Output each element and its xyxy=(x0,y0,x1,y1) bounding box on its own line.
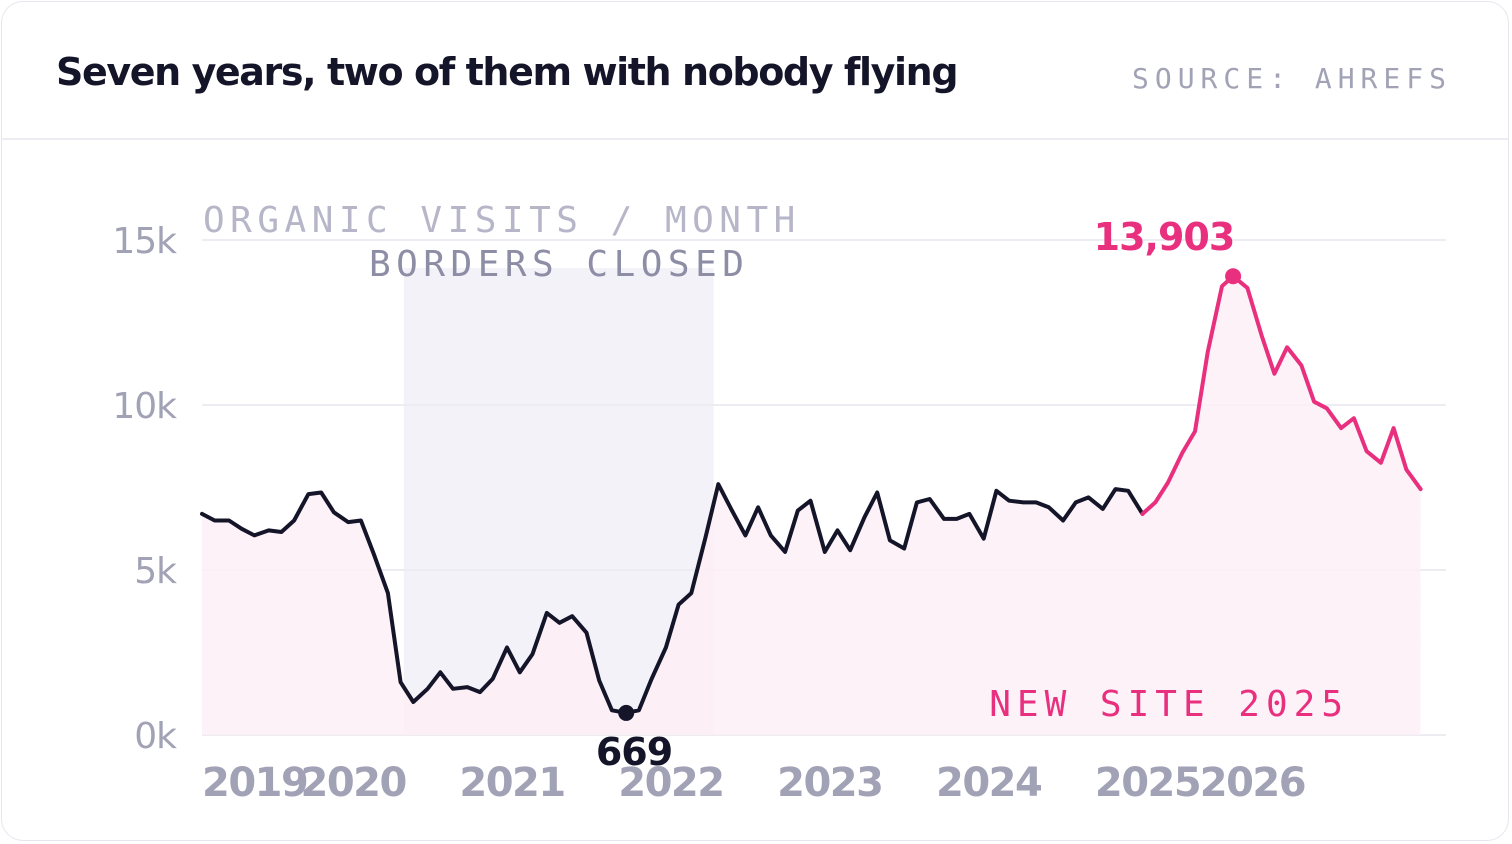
peak-value-label: 13,903 xyxy=(1094,215,1235,259)
card-header: Seven years, two of them with nobody fly… xyxy=(2,2,1508,140)
peak-marker xyxy=(1225,268,1242,285)
x-tick-label: 2026 xyxy=(1200,760,1305,806)
annotations: 13,903 669 xyxy=(596,215,1242,774)
x-tick-label: 2021 xyxy=(459,760,564,806)
trough-value-label: 669 xyxy=(596,730,672,774)
y-tick-label: 10k xyxy=(112,386,177,427)
y-tick-label: 5k xyxy=(134,551,177,592)
new-site-label: NEW SITE 2025 xyxy=(989,684,1349,725)
series-line-0 xyxy=(200,482,1145,715)
y-axis-ticks: 0k 5k 10k 15k xyxy=(112,221,178,757)
x-tick-label: 2020 xyxy=(301,760,406,806)
x-tick-label: 2024 xyxy=(936,760,1041,806)
x-tick-label: 2023 xyxy=(777,760,882,806)
y-axis-label: ORGANIC VISITS / MONTH xyxy=(203,200,801,241)
trough-marker xyxy=(618,704,635,721)
borders-closed-label: BORDERS CLOSED xyxy=(369,244,749,285)
y-tick-label: 15k xyxy=(112,221,177,262)
x-tick-label: 2025 xyxy=(1095,760,1200,806)
source-label: SOURCE: AHREFS xyxy=(1131,62,1452,95)
chart-title: Seven years, two of them with nobody fly… xyxy=(56,50,959,94)
series-line-1 xyxy=(1140,274,1423,516)
x-tick-label: 2019 xyxy=(202,760,307,806)
y-tick-label: 0k xyxy=(134,716,177,757)
series-lines xyxy=(200,274,1423,715)
x-tick-label: 2022 xyxy=(618,760,723,806)
